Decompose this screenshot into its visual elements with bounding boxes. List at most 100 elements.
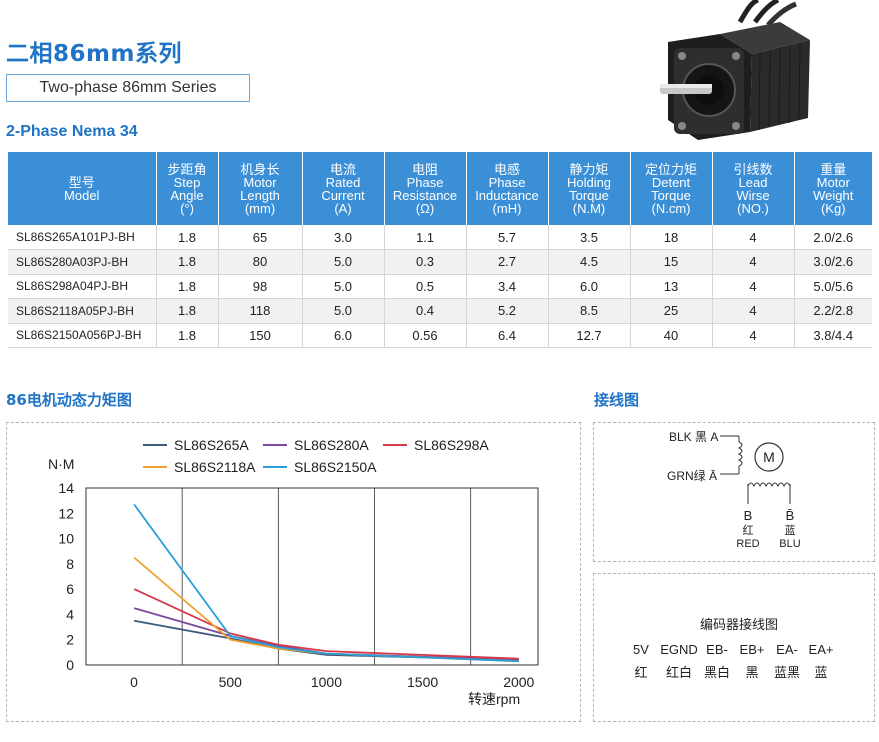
wire-label-bbar-en: BLU <box>779 538 800 550</box>
encoder-color: 黑白 <box>704 665 730 680</box>
y-tick-label: 8 <box>66 556 74 572</box>
cell-rated-current: 5.0 <box>302 249 385 275</box>
cell-rated-current: 6.0 <box>302 323 385 348</box>
cell-rated-current: 5.0 <box>302 274 385 299</box>
cell-phase-inductance: 2.7 <box>466 249 549 275</box>
torque-chart: SL86S265A SL86S280A SL86S298A SL86S2118A SL8… <box>48 437 539 707</box>
table-row: SL86S298A04PJ-BH 1.8 98 5.0 0.5 3.4 6.0 … <box>8 274 872 299</box>
encoder-diagram: 编码器接线图 5V EGND EB- EB+ EA- EA+ 红 红白 黑白 黑… <box>633 617 834 680</box>
col-header-phase-resistance: 电阻 Phase Resistance (Ω) <box>384 152 467 225</box>
x-tick-label: 1500 <box>407 674 438 690</box>
legend-label: SL86S265A <box>174 437 249 453</box>
wire-label-blk: BLK 黑 A <box>669 430 718 444</box>
wire-label-b: B <box>744 508 753 523</box>
y-axis-label: N·M <box>48 456 74 472</box>
legend-label: SL86S280A <box>294 437 369 453</box>
wire-label-grn: GRN绿 Ā <box>667 468 717 483</box>
cell-motor-weight: 5.0/5.6 <box>794 274 872 299</box>
cell-detent-torque: 40 <box>630 323 713 348</box>
y-tick-label: 6 <box>66 581 74 597</box>
cell-step-angle: 1.8 <box>156 225 219 250</box>
encoder-title: 编码器接线图 <box>700 617 778 632</box>
series-line-sl86s2150a <box>133 503 519 663</box>
motor-symbol <box>754 442 784 472</box>
cell-lead-wires: 4 <box>712 298 795 324</box>
cell-model: SL86S280A03PJ-BH <box>8 249 157 275</box>
cell-holding-torque: 12.7 <box>548 323 631 348</box>
encoder-color: 蓝 <box>814 665 827 680</box>
col-header-motor-length: 机身长 Motor Length (mm) <box>218 152 303 225</box>
table-row: SL86S2150A056PJ-BH 1.8 150 6.0 0.56 6.4 … <box>8 323 872 348</box>
cell-motor-weight: 2.2/2.8 <box>794 298 872 324</box>
encoder-pin: EA- <box>776 642 798 657</box>
table-row: SL86S265A101PJ-BH 1.8 65 3.0 1.1 5.7 3.5… <box>8 225 872 250</box>
col-header-lead-wires: 引线数 Lead Wirse (NO.) <box>712 152 795 225</box>
cell-holding-torque: 3.5 <box>548 225 631 250</box>
cell-rated-current: 5.0 <box>302 298 385 324</box>
legend-label: SL86S298A <box>414 437 489 453</box>
coil-a <box>720 435 743 475</box>
col-header-motor-weight: 重量 Motor Weight (Kg) <box>794 152 872 225</box>
col-header-detent-torque: 定位力矩 Detent Torque (N.cm) <box>630 152 713 225</box>
cell-detent-torque: 15 <box>630 249 713 275</box>
cell-detent-torque: 18 <box>630 225 713 250</box>
y-tick-label: 0 <box>66 657 74 673</box>
cell-phase-resistance: 0.5 <box>384 274 467 299</box>
cell-motor-length: 80 <box>218 249 303 275</box>
legend-label: SL86S2118A <box>174 459 256 475</box>
x-tick-label: 0 <box>130 674 138 690</box>
cell-step-angle: 1.8 <box>156 298 219 324</box>
encoder-frame <box>593 573 875 722</box>
cell-phase-resistance: 1.1 <box>384 225 467 250</box>
cell-motor-weight: 3.0/2.6 <box>794 249 872 275</box>
cell-detent-torque: 25 <box>630 298 713 324</box>
encoder-color: 红 <box>634 665 647 680</box>
cell-model: SL86S2150A056PJ-BH <box>8 323 157 348</box>
cell-lead-wires: 4 <box>712 274 795 299</box>
col-header-holding-torque: 静力矩 Holding Torque (N.M) <box>548 152 631 225</box>
cell-holding-torque: 6.0 <box>548 274 631 299</box>
cell-phase-inductance: 5.2 <box>466 298 549 324</box>
wiring-section-title: 接线图 <box>594 391 640 409</box>
encoder-pin: EB+ <box>740 642 765 657</box>
series-line-sl86s2118a <box>133 556 519 663</box>
col-header-step-angle: 步距角 Step Angle (°) <box>156 152 219 225</box>
encoder-pin: EA+ <box>809 642 834 657</box>
spec-table: 型号 Model 步距角 Step Angle (°) 机身长 Motor Length (m… <box>8 152 872 348</box>
wire-label-b-en: RED <box>736 538 759 550</box>
encoder-color: 蓝黑 <box>774 665 800 680</box>
encoder-pin: 5V <box>633 642 649 657</box>
section-subtitle: 2-Phase Nema 34 <box>6 123 138 140</box>
cell-holding-torque: 8.5 <box>548 298 631 324</box>
page-title-en: Two-phase 86mm Series <box>6 74 250 102</box>
cell-phase-inductance: 6.4 <box>466 323 549 348</box>
legend-label: SL86S2150A <box>294 459 377 475</box>
col-header-model: 型号 Model <box>8 152 157 225</box>
chart-section-title: 86电机动态力矩图 <box>6 391 132 409</box>
encoder-pin: EB- <box>706 642 728 657</box>
wiring-diagram: BLK 黑 A GRN绿 Ā M B 红 RED B̄ 蓝 BLU <box>667 430 801 550</box>
cell-step-angle: 1.8 <box>156 323 219 348</box>
x-axis-label: 转速rpm <box>468 691 520 707</box>
cell-rated-current: 3.0 <box>302 225 385 250</box>
y-tick-label: 2 <box>66 632 74 648</box>
chart-frame <box>6 422 581 722</box>
cell-step-angle: 1.8 <box>156 274 219 299</box>
x-tick-label: 1000 <box>311 674 342 690</box>
cell-motor-weight: 3.8/4.4 <box>794 323 872 348</box>
cell-motor-length: 98 <box>218 274 303 299</box>
table-header-row: 型号 Model 步距角 Step Angle (°) 机身长 Motor Length (m… <box>8 152 872 225</box>
cell-motor-length: 118 <box>218 298 303 324</box>
cell-phase-inductance: 5.7 <box>466 225 549 250</box>
cell-lead-wires: 4 <box>712 249 795 275</box>
encoder-color: 黑 <box>745 665 758 680</box>
col-header-phase-inductance: 电感 Phase Inductance (mH) <box>466 152 549 225</box>
y-tick-label: 10 <box>58 531 74 547</box>
cell-phase-inductance: 3.4 <box>466 274 549 299</box>
y-tick-label: 14 <box>58 480 74 496</box>
wire-label-bbar-cn: 蓝 <box>785 524 796 537</box>
col-header-rated-current: 电流 Rated Current (A) <box>302 152 385 225</box>
wiring-frame <box>593 422 875 562</box>
x-tick-label: 500 <box>219 674 243 690</box>
cell-motor-length: 150 <box>218 323 303 348</box>
